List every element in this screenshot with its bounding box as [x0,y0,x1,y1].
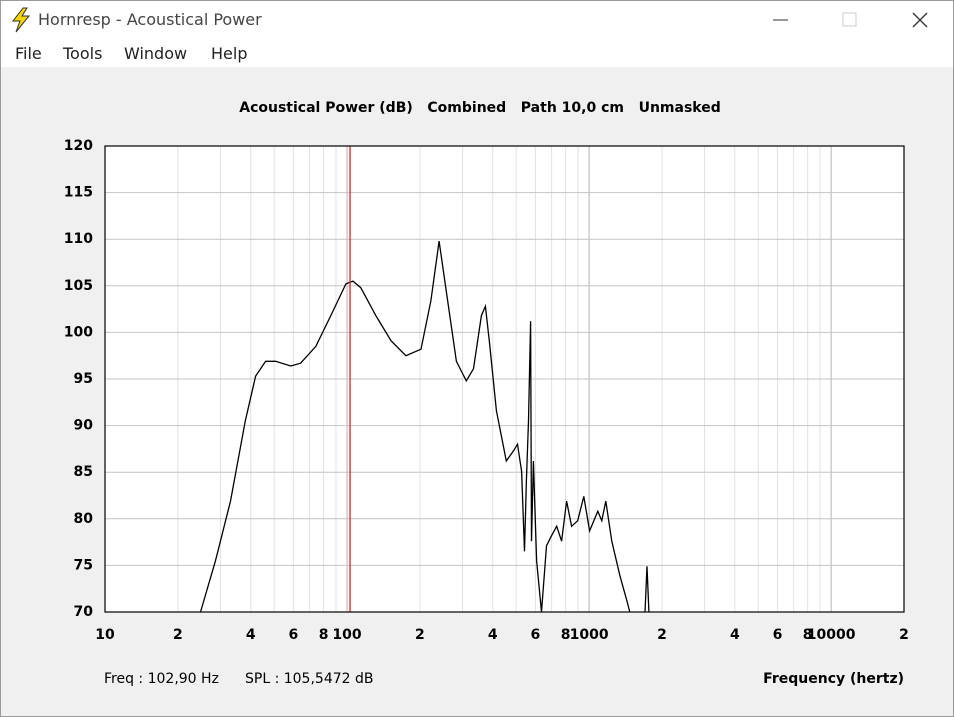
menu-item[interactable]: Help [211,44,248,63]
app-icon [11,7,31,33]
window-title: Hornresp - Acoustical Power [38,10,262,29]
y-tick-label: 95 [74,371,93,387]
x-tick-label: 100 [332,627,361,643]
menu-item[interactable]: Window [124,44,188,63]
window-controls [773,12,928,28]
chart-title: Acoustical Power (dB) Combined Path 10,0… [239,100,721,116]
y-tick-label: 80 [74,511,94,527]
x-tick-label: 4 [246,627,256,643]
x-tick-label: 1000 [570,627,609,643]
x-tick-label: 8 [319,627,329,643]
x-tick-label: 6 [773,627,783,643]
y-tick-label: 85 [74,464,93,480]
y-tick-label: 75 [74,557,93,573]
y-tick-label: 105 [64,278,93,294]
menu-bar: File Tools Window Help [1,39,953,67]
y-tick-label: 110 [64,231,93,247]
x-tick-label: 2 [415,627,425,643]
plot-border [104,145,905,613]
series-line [199,241,650,612]
menu-item[interactable]: Tools [63,44,103,63]
y-tick-label: 90 [74,418,94,434]
y-tick-label: 115 [64,185,93,201]
y-tick-label: 120 [64,138,93,154]
close-button[interactable] [912,12,928,28]
x-tick-label: 2 [899,627,909,643]
title-bar: Hornresp - Acoustical Power [1,1,953,39]
menu-item[interactable]: File [15,44,42,63]
x-tick-label: 10000 [807,627,856,643]
x-tick-label: 10 [95,627,115,643]
x-tick-label: 8 [803,627,813,643]
x-tick-label: 8 [561,627,571,643]
x-tick-label: 4 [488,627,498,643]
y-tick-label: 70 [74,604,94,620]
y-tick-label: 100 [64,324,93,340]
x-tick-label: 6 [531,627,541,643]
chart: Acoustical Power (dB) Combined Path 10,0… [64,100,909,687]
x-tick-label: 2 [173,627,183,643]
maximize-button[interactable] [842,12,857,27]
cursor-readout: SPL : 105,5472 dB [245,671,374,687]
x-tick-label: 6 [288,627,298,643]
plot-layer [199,241,650,612]
x-tick-label: 4 [730,627,740,643]
x-tick-label: 2 [657,627,667,643]
x-axis-label: Frequency (hertz) [763,671,904,687]
cursor-readout: Freq : 102,90 Hz [104,671,219,687]
